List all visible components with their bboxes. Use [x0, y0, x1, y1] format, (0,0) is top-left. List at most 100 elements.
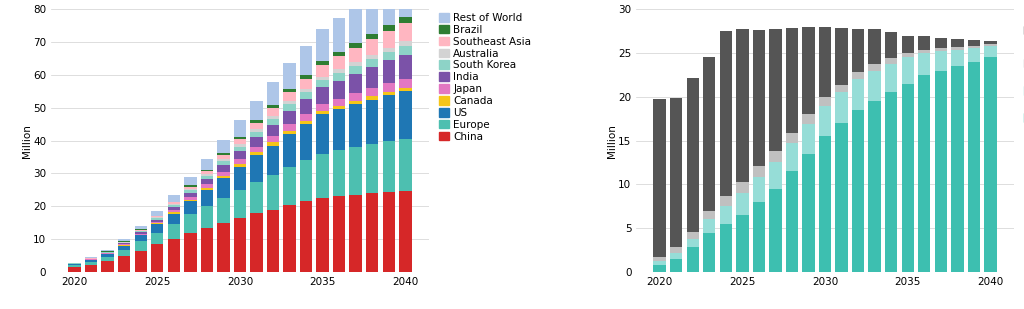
- Bar: [703, 232, 716, 272]
- Bar: [118, 250, 130, 256]
- Bar: [802, 124, 815, 154]
- Bar: [720, 31, 732, 196]
- Bar: [267, 108, 280, 116]
- Bar: [267, 142, 280, 146]
- Bar: [785, 133, 798, 143]
- Bar: [300, 92, 312, 99]
- Bar: [152, 232, 164, 244]
- Bar: [653, 261, 666, 265]
- Bar: [919, 49, 931, 53]
- Bar: [134, 230, 146, 231]
- Bar: [284, 134, 296, 167]
- Bar: [366, 39, 379, 55]
- Bar: [316, 114, 329, 154]
- Bar: [217, 176, 229, 178]
- Bar: [836, 85, 848, 92]
- Bar: [399, 79, 412, 88]
- Bar: [885, 32, 897, 58]
- Bar: [333, 106, 345, 109]
- Bar: [901, 53, 913, 57]
- Bar: [233, 139, 246, 144]
- Bar: [968, 46, 980, 48]
- Bar: [134, 234, 146, 235]
- Bar: [819, 136, 831, 272]
- Bar: [703, 211, 716, 219]
- Bar: [267, 210, 280, 272]
- Bar: [736, 182, 749, 193]
- Bar: [383, 25, 395, 31]
- Bar: [233, 146, 246, 151]
- Bar: [349, 6, 361, 43]
- Bar: [951, 66, 964, 272]
- Bar: [349, 62, 361, 66]
- Bar: [250, 155, 263, 182]
- Bar: [168, 205, 180, 207]
- Bar: [316, 80, 329, 87]
- Bar: [184, 200, 197, 201]
- Bar: [134, 235, 146, 241]
- Bar: [316, 29, 329, 61]
- Bar: [168, 202, 180, 204]
- Bar: [201, 206, 213, 228]
- Bar: [333, 18, 345, 52]
- Bar: [802, 27, 815, 114]
- Bar: [333, 81, 345, 99]
- Bar: [85, 265, 97, 272]
- Bar: [168, 213, 180, 214]
- Bar: [333, 73, 345, 81]
- Bar: [984, 41, 996, 44]
- Bar: [383, 141, 395, 192]
- Bar: [284, 63, 296, 89]
- Bar: [184, 193, 197, 197]
- Bar: [935, 38, 947, 48]
- Bar: [217, 140, 229, 153]
- Bar: [753, 177, 765, 202]
- Bar: [118, 243, 130, 244]
- Bar: [399, 88, 412, 91]
- Bar: [168, 195, 180, 201]
- Bar: [919, 36, 931, 49]
- Bar: [250, 123, 263, 129]
- Bar: [703, 219, 716, 232]
- Bar: [919, 53, 931, 75]
- Bar: [753, 30, 765, 166]
- Bar: [101, 253, 114, 254]
- Bar: [184, 189, 197, 190]
- Bar: [217, 161, 229, 165]
- Bar: [152, 223, 164, 224]
- Bar: [316, 87, 329, 104]
- Bar: [951, 39, 964, 47]
- Bar: [184, 177, 197, 185]
- Bar: [399, 55, 412, 79]
- Bar: [686, 248, 699, 272]
- Bar: [383, 83, 395, 92]
- Bar: [184, 185, 197, 187]
- Bar: [300, 124, 312, 160]
- Bar: [736, 28, 749, 182]
- Y-axis label: Million: Million: [22, 124, 32, 158]
- Bar: [868, 70, 881, 101]
- Bar: [284, 89, 296, 92]
- Bar: [366, 0, 379, 34]
- Bar: [168, 201, 180, 202]
- Bar: [250, 213, 263, 272]
- Bar: [168, 204, 180, 205]
- Bar: [168, 239, 180, 272]
- Bar: [819, 106, 831, 136]
- Bar: [919, 75, 931, 272]
- Bar: [769, 151, 781, 163]
- Bar: [968, 48, 980, 62]
- Bar: [300, 114, 312, 121]
- Bar: [968, 40, 980, 46]
- Bar: [785, 28, 798, 133]
- Y-axis label: Million: Million: [607, 124, 616, 158]
- Bar: [349, 93, 361, 101]
- Bar: [333, 56, 345, 69]
- Bar: [201, 188, 213, 190]
- Bar: [184, 214, 197, 232]
- Bar: [836, 123, 848, 272]
- Bar: [383, 48, 395, 52]
- Bar: [300, 121, 312, 124]
- Bar: [134, 232, 146, 234]
- Bar: [984, 44, 996, 46]
